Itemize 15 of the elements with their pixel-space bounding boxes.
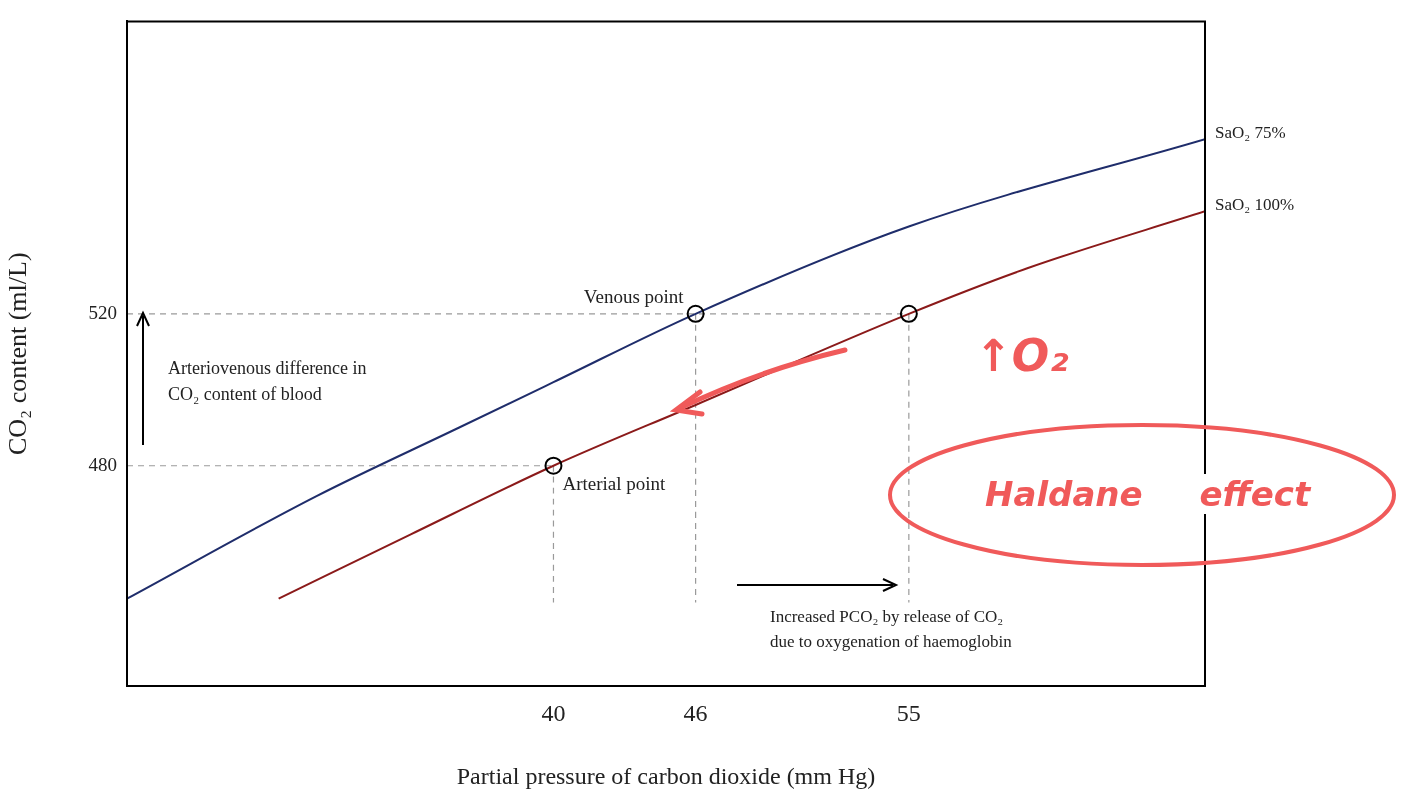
series-label: SaO₂ 100%: [1215, 194, 1295, 214]
annotation: Increased PCO₂ by release of CO₂ due to oxygenation of haemoglobin: [770, 606, 1012, 653]
series-label: SaO₂ 75%: [1215, 122, 1286, 142]
annotation: Haldane effect: [985, 474, 1311, 514]
annotation: Venous point: [583, 285, 685, 307]
x-tick-label: 55: [896, 699, 921, 726]
y-tick-label: 480: [88, 453, 117, 475]
annotation: Arteriovenous difference in CO₂ content of blood: [168, 357, 367, 407]
x-tick-label: 40: [541, 699, 566, 726]
annotation: ↑O₂: [975, 330, 1069, 381]
x-tick-label: 46: [683, 699, 708, 726]
y-axis-title: CO₂ content (ml/L): [3, 252, 33, 455]
x-axis-title: Partial pressure of carbon dioxide (mm Hg): [456, 762, 876, 789]
y-tick-label: 520: [88, 301, 117, 323]
annotation: Arterial point: [562, 472, 667, 494]
